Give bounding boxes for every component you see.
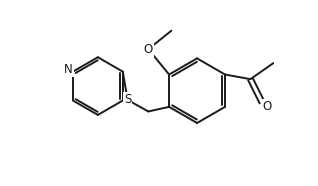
Text: O: O [144, 43, 153, 56]
Text: N: N [64, 63, 73, 76]
Text: O: O [262, 100, 271, 113]
Text: S: S [124, 93, 131, 106]
